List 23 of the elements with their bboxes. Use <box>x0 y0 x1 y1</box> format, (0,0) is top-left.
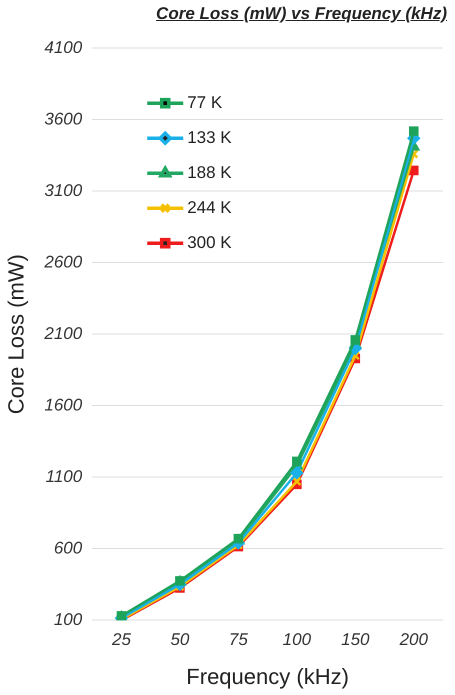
legend-label: 244 K <box>187 198 232 217</box>
y-axis-title: Core Loss (mW) <box>3 254 28 414</box>
y-tick-label: 2600 <box>43 252 83 272</box>
legend-label: 300 K <box>187 232 232 252</box>
y-tick-label: 600 <box>54 538 83 558</box>
y-tick-label: 4100 <box>44 38 83 57</box>
y-tick-label: 1600 <box>44 395 83 414</box>
y-tick-label: 2100 <box>43 324 83 343</box>
x-tick-label: 75 <box>228 630 248 650</box>
y-tick-label: 3600 <box>44 109 83 128</box>
x-tick-label: 50 <box>170 630 190 650</box>
legend-label: 133 K <box>187 128 232 147</box>
legend-label: 77 K <box>187 92 223 112</box>
x-tick-label: 200 <box>398 630 428 650</box>
x-tick-label: 100 <box>282 630 312 650</box>
y-tick-label: 100 <box>54 610 83 629</box>
x-axis-title: Frequency (kHz) <box>186 664 349 689</box>
x-tick-label: 150 <box>341 630 370 650</box>
y-tick-label: 3100 <box>44 180 83 200</box>
y-tick-label: 1100 <box>46 466 83 486</box>
x-tick-label: 25 <box>110 630 132 650</box>
chart-title: Core Loss (mW) vs Frequency (kHz) <box>155 4 448 24</box>
legend-label: 188 K <box>187 162 232 182</box>
